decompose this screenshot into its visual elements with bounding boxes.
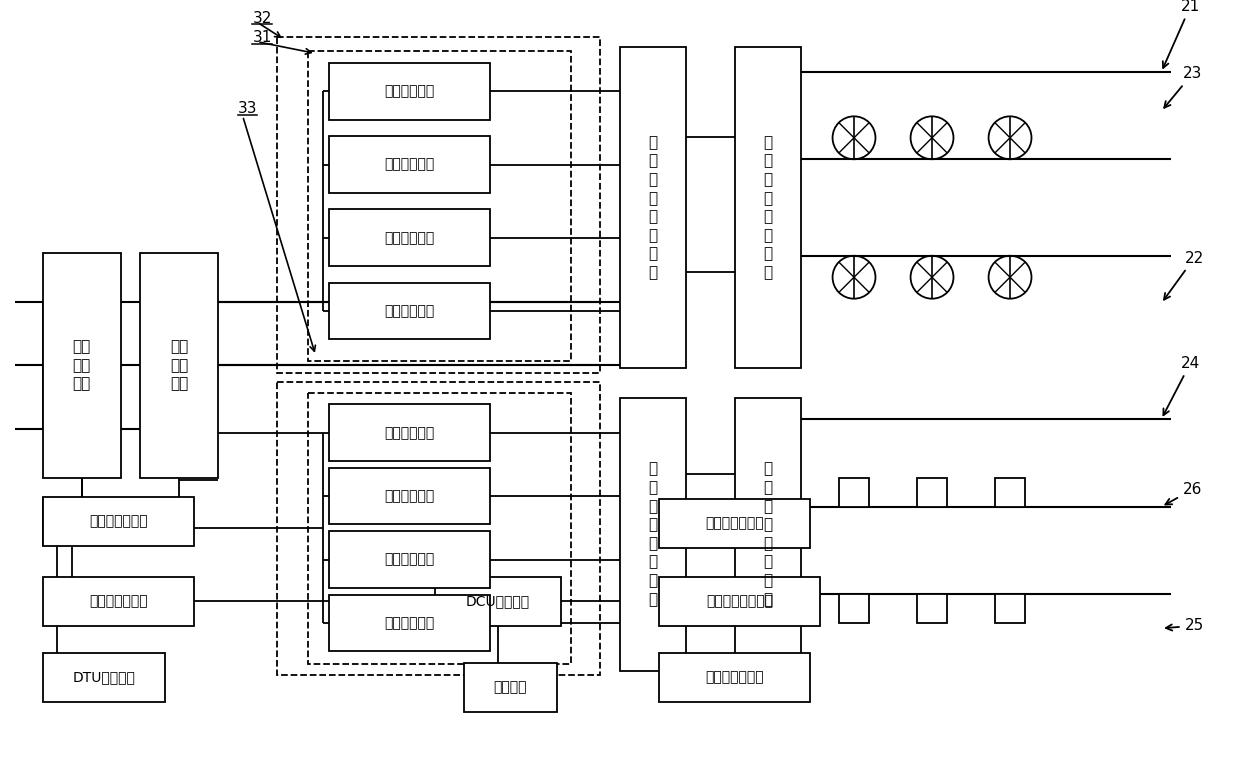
Text: 直流绝缘检测模块: 直流绝缘检测模块 xyxy=(706,594,773,608)
Text: 交流侧检测模块: 交流侧检测模块 xyxy=(89,514,147,528)
Text: 第
二
直
流
配
电
模
块: 第 二 直 流 配 电 模 块 xyxy=(648,462,658,607)
Bar xyxy=(463,663,556,712)
Bar xyxy=(276,382,601,674)
Bar xyxy=(917,594,947,623)
Bar xyxy=(42,653,165,702)
Text: DTU通讯模块: DTU通讯模块 xyxy=(72,670,135,684)
Bar xyxy=(309,393,571,663)
Text: 用电器通讯模块: 用电器通讯模块 xyxy=(705,670,764,684)
Bar xyxy=(995,594,1025,623)
Text: 负板整流模块: 负板整流模块 xyxy=(385,616,435,630)
Text: 正板整流模块: 正板整流模块 xyxy=(385,489,435,503)
Bar xyxy=(330,594,491,651)
Bar xyxy=(330,63,491,120)
Text: 正板整流模块: 正板整流模块 xyxy=(385,426,435,440)
Bar xyxy=(735,47,802,369)
Text: 触控模块: 触控模块 xyxy=(493,681,527,695)
Text: 23: 23 xyxy=(1165,66,1202,108)
Bar xyxy=(330,404,491,461)
Bar xyxy=(659,499,810,548)
Bar xyxy=(839,594,869,623)
Bar xyxy=(309,50,571,361)
Text: 正板整流模块: 正板整流模块 xyxy=(385,158,435,171)
Bar xyxy=(42,253,120,477)
Text: DCU主控单元: DCU主控单元 xyxy=(466,594,530,608)
Text: 多功能扩展模块: 多功能扩展模块 xyxy=(89,594,147,608)
Text: 第
一
直
流
防
雷
模
块: 第 一 直 流 防 雷 模 块 xyxy=(763,135,773,280)
Text: 24: 24 xyxy=(1163,355,1199,415)
Bar xyxy=(735,397,802,670)
Text: 第
二
直
流
防
雷
模
块: 第 二 直 流 防 雷 模 块 xyxy=(763,462,773,607)
Bar xyxy=(917,477,947,507)
Text: 33: 33 xyxy=(238,101,258,116)
Text: 26: 26 xyxy=(1166,482,1202,504)
Bar xyxy=(620,397,686,670)
Text: 正板整流模块: 正板整流模块 xyxy=(385,85,435,99)
Bar xyxy=(435,577,561,625)
Bar xyxy=(620,47,686,369)
Text: 31: 31 xyxy=(253,30,271,45)
Text: 第
一
直
流
配
电
模
块: 第 一 直 流 配 电 模 块 xyxy=(648,135,658,280)
Text: 25: 25 xyxy=(1166,618,1204,633)
Text: 负板整流模块: 负板整流模块 xyxy=(385,304,435,318)
Bar xyxy=(995,477,1025,507)
Bar xyxy=(659,653,810,702)
Bar xyxy=(330,282,491,339)
Bar xyxy=(330,210,491,266)
Text: 32: 32 xyxy=(253,11,271,26)
Bar xyxy=(839,477,869,507)
Bar xyxy=(276,37,601,373)
Bar xyxy=(42,577,193,625)
Text: 直流侧检测模块: 直流侧检测模块 xyxy=(705,517,764,531)
Text: 22: 22 xyxy=(1163,251,1204,300)
Bar xyxy=(330,532,491,587)
Bar xyxy=(659,577,820,625)
Bar xyxy=(140,253,218,477)
Bar xyxy=(330,468,491,525)
Text: 负板整流模块: 负板整流模块 xyxy=(385,230,435,244)
Text: 交流
防雷
模块: 交流 防雷 模块 xyxy=(170,339,188,392)
Text: 交流
配电
模块: 交流 配电 模块 xyxy=(73,339,90,392)
Bar xyxy=(330,137,491,193)
Text: 负板整流模块: 负板整流模块 xyxy=(385,553,435,566)
Text: 21: 21 xyxy=(1162,0,1199,68)
Bar xyxy=(42,497,193,546)
